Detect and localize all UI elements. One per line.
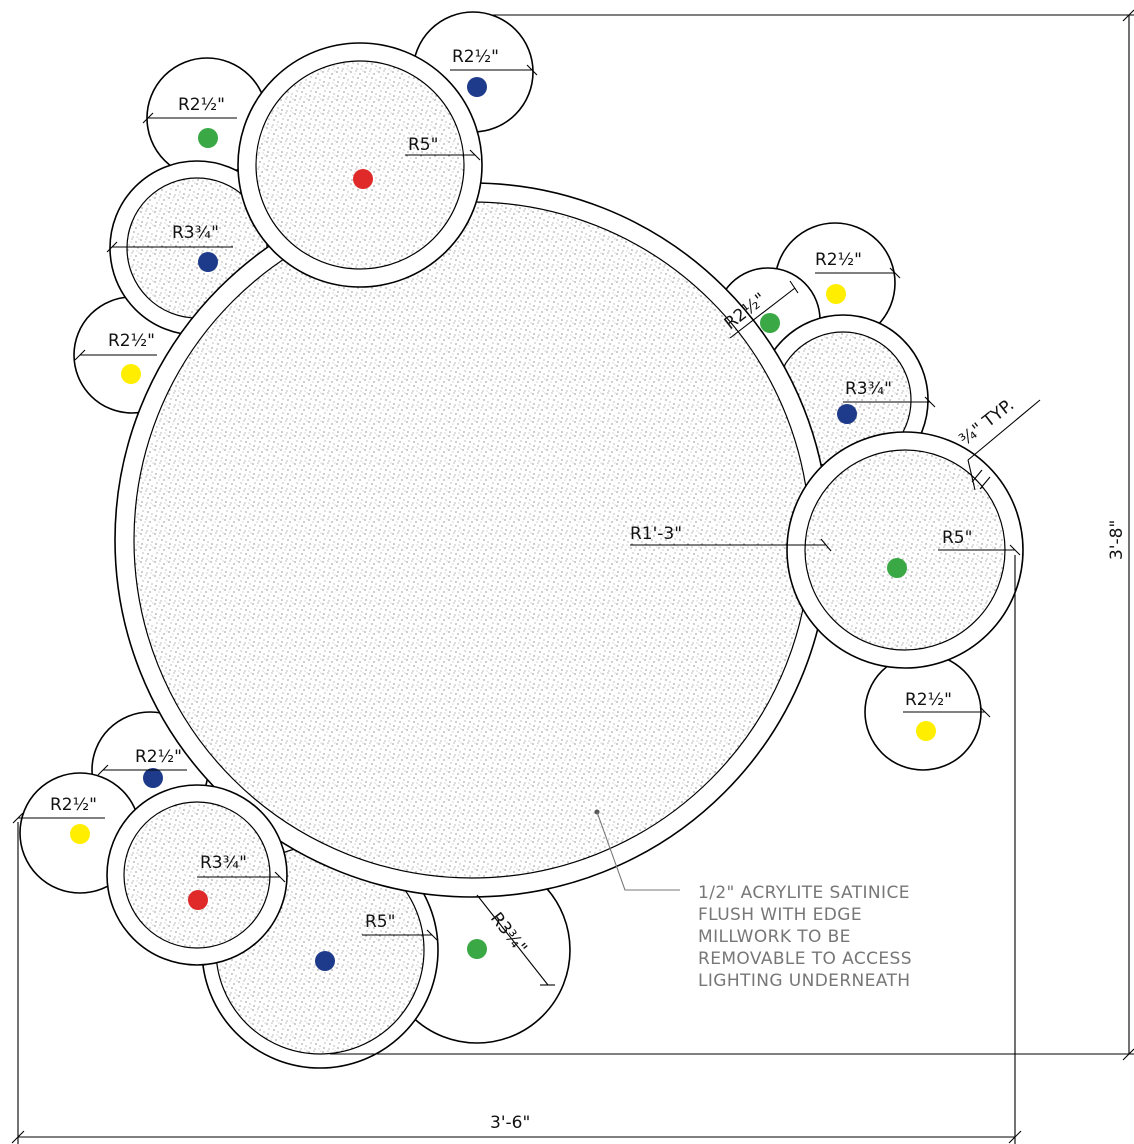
green-light-dot [760,313,780,333]
note-line-5: LIGHTING UNDERNEATH [698,971,910,991]
light-dots [70,77,936,971]
acrylite-note: 1/2" ACRYLITE SATINICE FLUSH WITH EDGE M… [698,883,912,991]
r2-label: R2½" [452,47,499,67]
blue-light-dot [315,951,335,971]
front-circles [106,42,1024,966]
note-line-3: MILLWORK TO BE [698,927,851,947]
red-light-dot [188,890,208,910]
r2-label: R2½" [50,795,97,815]
height-dimension-label: 3'-8" [1107,520,1127,560]
r2-label: R2½" [178,95,225,115]
r2-label: R2½" [905,690,952,710]
radius-leaders [12,64,1041,986]
dimension-lines [11,9,1134,1144]
r3-label: R3¾" [172,223,219,243]
r2-label: R2½" [815,250,862,270]
r2-label: R2½" [108,331,155,351]
r2-label: R2½" [135,747,182,767]
yellow-light-dot [70,824,90,844]
width-dimension-label: 3'-6" [490,1113,530,1133]
typ-label: ¾" TYP. [956,395,1018,450]
main-radius-label: R1'-3" [630,524,682,544]
blue-light-dot [143,768,163,788]
note-line-1: 1/2" ACRYLITE SATINICE [698,883,910,903]
green-light-dot [887,558,907,578]
r3-label: R3¾" [845,379,892,399]
dimension-labels: 3'-6" 3'-8" [490,520,1127,1133]
red-light-dot [353,169,373,189]
r5-label: R5" [942,528,972,548]
blue-light-dot [837,404,857,424]
green-light-dot [198,128,218,148]
yellow-light-dot [121,364,141,384]
blue-light-dot [467,77,487,97]
green-light-dot [467,939,487,959]
note-line-4: REMOVABLE TO ACCESS [698,949,912,969]
r3-label: R3¾" [200,853,247,873]
note-leader [594,809,680,891]
yellow-light-dot [916,721,936,741]
main-circle [114,182,830,898]
note-line-2: FLUSH WITH EDGE [698,905,862,925]
r5-label: R5" [408,135,438,155]
yellow-light-dot [826,284,846,304]
r5-label: R5" [365,912,395,932]
blue-light-dot [198,252,218,272]
